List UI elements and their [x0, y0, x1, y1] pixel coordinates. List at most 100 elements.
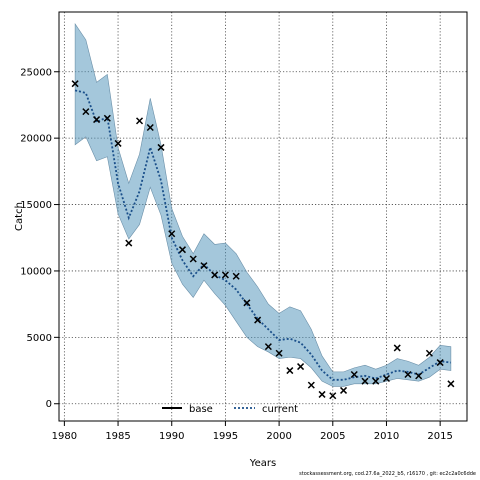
- observed-point-stroke: [157, 143, 165, 151]
- observed-point: [425, 349, 433, 357]
- observed-point-stroke: [329, 392, 337, 400]
- observed-point: [232, 272, 240, 280]
- observed-point-stroke: [221, 271, 229, 279]
- observed-point-stroke: [425, 349, 433, 357]
- observed-point-stroke: [318, 390, 326, 398]
- observed-point-stroke: [114, 139, 122, 147]
- observed-point: [393, 344, 401, 352]
- observed-point-stroke: [307, 381, 315, 389]
- observed-point: [114, 139, 122, 147]
- observed-point: [103, 114, 111, 122]
- observed-points: [71, 80, 455, 400]
- observed-point: [350, 370, 358, 379]
- observed-point: [286, 367, 294, 375]
- observed-point-stroke: [125, 239, 133, 247]
- observed-point-stroke: [103, 114, 111, 122]
- footer-credit: stockassessment.org, cod.27.6a_2022_b5, …: [299, 471, 476, 477]
- x-tick-label: 1995: [213, 431, 238, 442]
- observed-point-stroke: [232, 272, 240, 280]
- observed-point-stroke: [178, 246, 187, 254]
- x-tick-label: 1980: [52, 431, 77, 442]
- legend-base-label: base: [189, 404, 213, 415]
- y-tick-label: 20000: [20, 134, 52, 145]
- observed-point-stroke: [82, 108, 90, 116]
- observed-point: [372, 377, 380, 385]
- observed-point: [329, 392, 337, 400]
- observed-point-stroke: [361, 377, 369, 385]
- observed-point-stroke: [243, 299, 251, 307]
- observed-point-stroke: [339, 386, 348, 394]
- observed-point: [146, 123, 154, 132]
- y-tick-label: 25000: [20, 67, 52, 78]
- observed-point: [243, 299, 251, 307]
- observed-point-stroke: [382, 374, 391, 383]
- observed-point-stroke: [297, 363, 305, 371]
- y-tick-label: 15000: [20, 200, 52, 211]
- observed-point: [318, 390, 326, 398]
- observed-point-stroke: [436, 359, 444, 367]
- observed-point-stroke: [189, 255, 197, 263]
- observed-point-stroke: [415, 372, 423, 380]
- observed-point: [200, 262, 208, 270]
- grid: [59, 12, 467, 421]
- observed-point-stroke: [275, 349, 283, 357]
- x-tick-label: 2005: [320, 431, 345, 442]
- observed-point: [415, 372, 423, 380]
- observed-point: [254, 316, 262, 324]
- observed-point: [297, 363, 305, 371]
- observed-point: [157, 143, 165, 151]
- observed-point-stroke: [286, 367, 294, 375]
- observed-point: [82, 108, 90, 116]
- observed-point-stroke: [393, 344, 401, 352]
- observed-point: [404, 370, 412, 379]
- observed-point-stroke: [146, 123, 154, 132]
- observed-point-stroke: [404, 370, 412, 379]
- y-tick-label: 10000: [20, 266, 52, 277]
- observed-point-stroke: [168, 230, 176, 238]
- observed-point: [211, 271, 219, 279]
- observed-point: [275, 349, 283, 357]
- y-axis-title: Catch: [14, 202, 25, 231]
- observed-point: [189, 255, 197, 263]
- observed-point: [135, 117, 144, 125]
- observed-point: [168, 230, 176, 238]
- observed-point-stroke: [200, 262, 208, 270]
- observed-point: [71, 80, 79, 88]
- y-axis: 0 5000 10000 15000 20000 25000: [20, 67, 59, 410]
- observed-point: [382, 374, 391, 383]
- observed-point: [307, 381, 315, 389]
- observed-point-stroke: [447, 380, 455, 388]
- x-tick-label: 1990: [159, 431, 184, 442]
- observed-point-stroke: [135, 117, 144, 125]
- observed-point: [436, 359, 444, 367]
- observed-point-stroke: [93, 116, 101, 124]
- observed-point: [339, 386, 348, 394]
- y-tick-label: 5000: [27, 333, 52, 344]
- x-tick-label: 1985: [105, 431, 130, 442]
- confidence-band: [74, 22, 452, 387]
- observed-point-stroke: [350, 370, 358, 379]
- observed-point: [361, 377, 369, 385]
- x-axis-title: Years: [249, 458, 276, 469]
- observed-point: [125, 239, 133, 247]
- observed-point-stroke: [254, 316, 262, 324]
- plot-frame: [58, 11, 468, 422]
- x-tick-label: 2010: [374, 431, 399, 442]
- observed-point: [178, 246, 187, 254]
- y-tick-label: 0: [46, 399, 52, 410]
- observed-point: [93, 116, 101, 124]
- observed-point: [264, 343, 272, 351]
- observed-point: [221, 271, 229, 279]
- current-series-line: [74, 89, 452, 381]
- x-axis: 1980 1985 1990 1995 2000 2005 2010 2015: [52, 421, 453, 442]
- observed-point-stroke: [264, 343, 272, 351]
- observed-point: [447, 380, 455, 388]
- legend: base current: [162, 404, 298, 415]
- observed-point-stroke: [372, 377, 380, 385]
- observed-point-stroke: [71, 80, 79, 88]
- x-tick-label: 2000: [266, 431, 291, 442]
- observed-point-stroke: [211, 271, 219, 279]
- legend-current-label: current: [262, 404, 298, 415]
- x-tick-label: 2015: [427, 431, 452, 442]
